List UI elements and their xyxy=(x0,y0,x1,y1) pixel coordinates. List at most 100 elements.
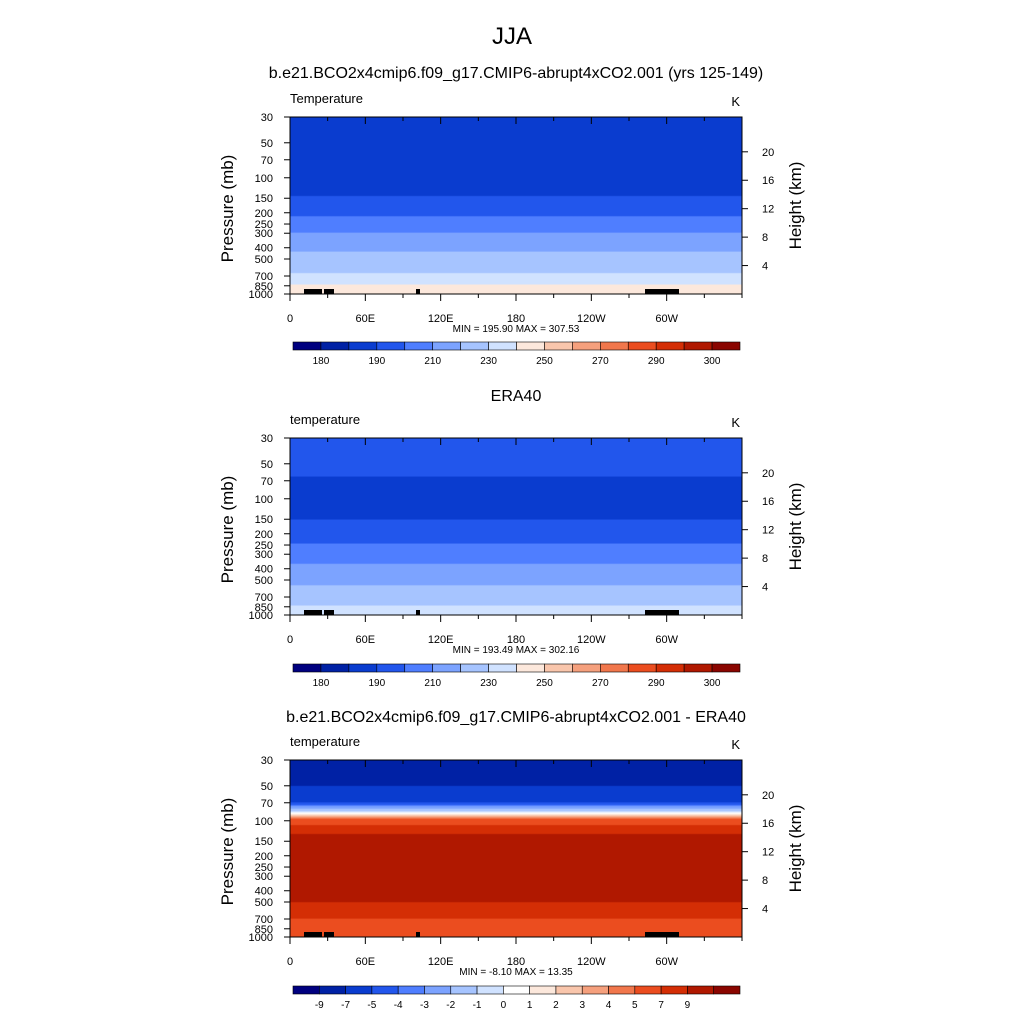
y-tick-label: 850 xyxy=(255,924,273,936)
right-axis-title: Height (km) xyxy=(786,805,805,893)
y-tick-label: 100 xyxy=(255,173,273,185)
y-tick-label: 50 xyxy=(261,459,273,471)
colorbar-label: 3 xyxy=(579,1000,585,1011)
height-tick-label: 8 xyxy=(762,232,768,244)
y-tick-label: 300 xyxy=(255,549,273,561)
colorbar-swatch xyxy=(348,341,378,351)
x-tick-label: 120E xyxy=(428,634,454,646)
y-tick-label: 150 xyxy=(255,193,273,205)
y-tick-label: 500 xyxy=(255,254,273,266)
colorbar-swatch xyxy=(320,341,350,351)
y-axis-title: Pressure (mb) xyxy=(218,476,237,584)
y-tick-label: 50 xyxy=(261,781,273,793)
y-tick-label: 700 xyxy=(255,592,273,604)
y-tick-label: 500 xyxy=(255,575,273,587)
colorbar-swatch xyxy=(397,985,425,995)
y-tick-label: 700 xyxy=(255,271,273,283)
height-tick-label: 20 xyxy=(762,468,774,480)
colorbar-swatch xyxy=(627,341,657,351)
contour-field xyxy=(290,760,742,937)
colorbar-swatch xyxy=(529,985,557,995)
variable-label: temperature xyxy=(290,734,360,749)
surface-mask xyxy=(324,932,334,937)
colorbar-label: 290 xyxy=(648,678,665,689)
colorbar-swatch xyxy=(608,985,636,995)
x-tick-label: 0 xyxy=(287,313,293,325)
colorbar-label: 270 xyxy=(592,678,609,689)
x-tick-label: 120W xyxy=(577,634,606,646)
height-tick-label: 12 xyxy=(762,204,774,216)
x-tick-label: 0 xyxy=(287,956,293,968)
x-tick-label: 60E xyxy=(356,956,376,968)
colorbar-swatch xyxy=(544,663,573,673)
colorbar-swatch xyxy=(424,985,452,995)
panel-2: ERA40 temperature K 0 60E 120E 180 120W 60W 30 50 7… xyxy=(218,388,805,689)
right-axis-title: Height (km) xyxy=(786,162,805,250)
surface-mask xyxy=(304,610,322,615)
colorbar-label: 270 xyxy=(592,356,609,367)
x-tick-label: 60E xyxy=(356,313,376,325)
panel-3: b.e21.BCO2x4cmip6.f09_g17.CMIP6-abrupt4x… xyxy=(218,709,805,1011)
units-label: K xyxy=(731,737,740,752)
y-axis-title: Pressure (mb) xyxy=(218,798,237,906)
colorbar-swatch xyxy=(516,341,545,351)
colorbar-label: 9 xyxy=(685,1000,691,1011)
colorbar-swatch xyxy=(432,341,461,351)
surface-mask xyxy=(324,289,334,294)
colorbar-swatch xyxy=(404,663,433,673)
x-tick-label: 60W xyxy=(655,634,678,646)
x-tick-label: 180 xyxy=(507,313,525,325)
colorbar-label: 250 xyxy=(536,678,553,689)
colorbar-swatch xyxy=(713,985,741,995)
right-axis-title: Height (km) xyxy=(786,483,805,571)
colorbar-label: 4 xyxy=(606,1000,612,1011)
x-tick-label: 120W xyxy=(577,956,606,968)
colorbar-swatch xyxy=(634,985,662,995)
colorbar-label: -3 xyxy=(420,1000,429,1011)
surface-mask xyxy=(304,289,322,294)
colorbar-swatch xyxy=(404,341,433,351)
y-tick-label: 850 xyxy=(255,602,273,614)
y-tick-label: 700 xyxy=(255,914,273,926)
height-tick-label: 8 xyxy=(762,553,768,565)
colorbar-label: 300 xyxy=(704,678,721,689)
colorbar-label: 190 xyxy=(368,356,385,367)
y-tick-label: 250 xyxy=(255,540,273,552)
height-tick-label: 20 xyxy=(762,147,774,159)
colorbar-label: 0 xyxy=(501,1000,507,1011)
colorbar-swatch xyxy=(660,985,688,995)
panel-title: b.e21.BCO2x4cmip6.f09_g17.CMIP6-abrupt4x… xyxy=(269,65,763,82)
y-tick-label: 150 xyxy=(255,836,273,848)
min-max-stats: MIN = 195.90 MAX = 307.53 xyxy=(453,324,580,335)
x-tick-label: 180 xyxy=(507,956,525,968)
height-tick-label: 12 xyxy=(762,525,774,537)
height-tick-label: 16 xyxy=(762,496,774,508)
colorbar-label: 230 xyxy=(480,678,497,689)
units-label: K xyxy=(731,94,740,109)
surface-mask xyxy=(645,610,679,615)
colorbar-swatch xyxy=(292,663,322,673)
colorbar-swatch xyxy=(655,341,685,351)
colorbar-swatch xyxy=(476,985,504,995)
surface-mask xyxy=(645,932,679,937)
colorbar-swatch xyxy=(292,985,320,995)
colorbar-label: 190 xyxy=(368,678,385,689)
panel-1: b.e21.BCO2x4cmip6.f09_g17.CMIP6-abrupt4x… xyxy=(218,65,805,367)
colorbar-swatch xyxy=(460,663,489,673)
y-tick-label: 400 xyxy=(255,243,273,255)
y-tick-label: 70 xyxy=(261,798,273,810)
panel-title: b.e21.BCO2x4cmip6.f09_g17.CMIP6-abrupt4x… xyxy=(286,709,746,726)
colorbar-label: -7 xyxy=(341,1000,350,1011)
colorbar-swatch xyxy=(376,663,406,673)
surface-mask xyxy=(416,610,420,615)
x-tick-label: 120E xyxy=(428,313,454,325)
colorbar-label: -5 xyxy=(367,1000,376,1011)
colorbar-swatch xyxy=(655,663,685,673)
y-tick-label: 300 xyxy=(255,228,273,240)
y-tick-label: 30 xyxy=(261,433,273,445)
colorbar-swatch xyxy=(348,663,378,673)
colorbar-label: 180 xyxy=(313,678,330,689)
colorbar-swatch xyxy=(432,663,461,673)
x-tick-label: 180 xyxy=(507,634,525,646)
colorbar-label: 290 xyxy=(648,356,665,367)
